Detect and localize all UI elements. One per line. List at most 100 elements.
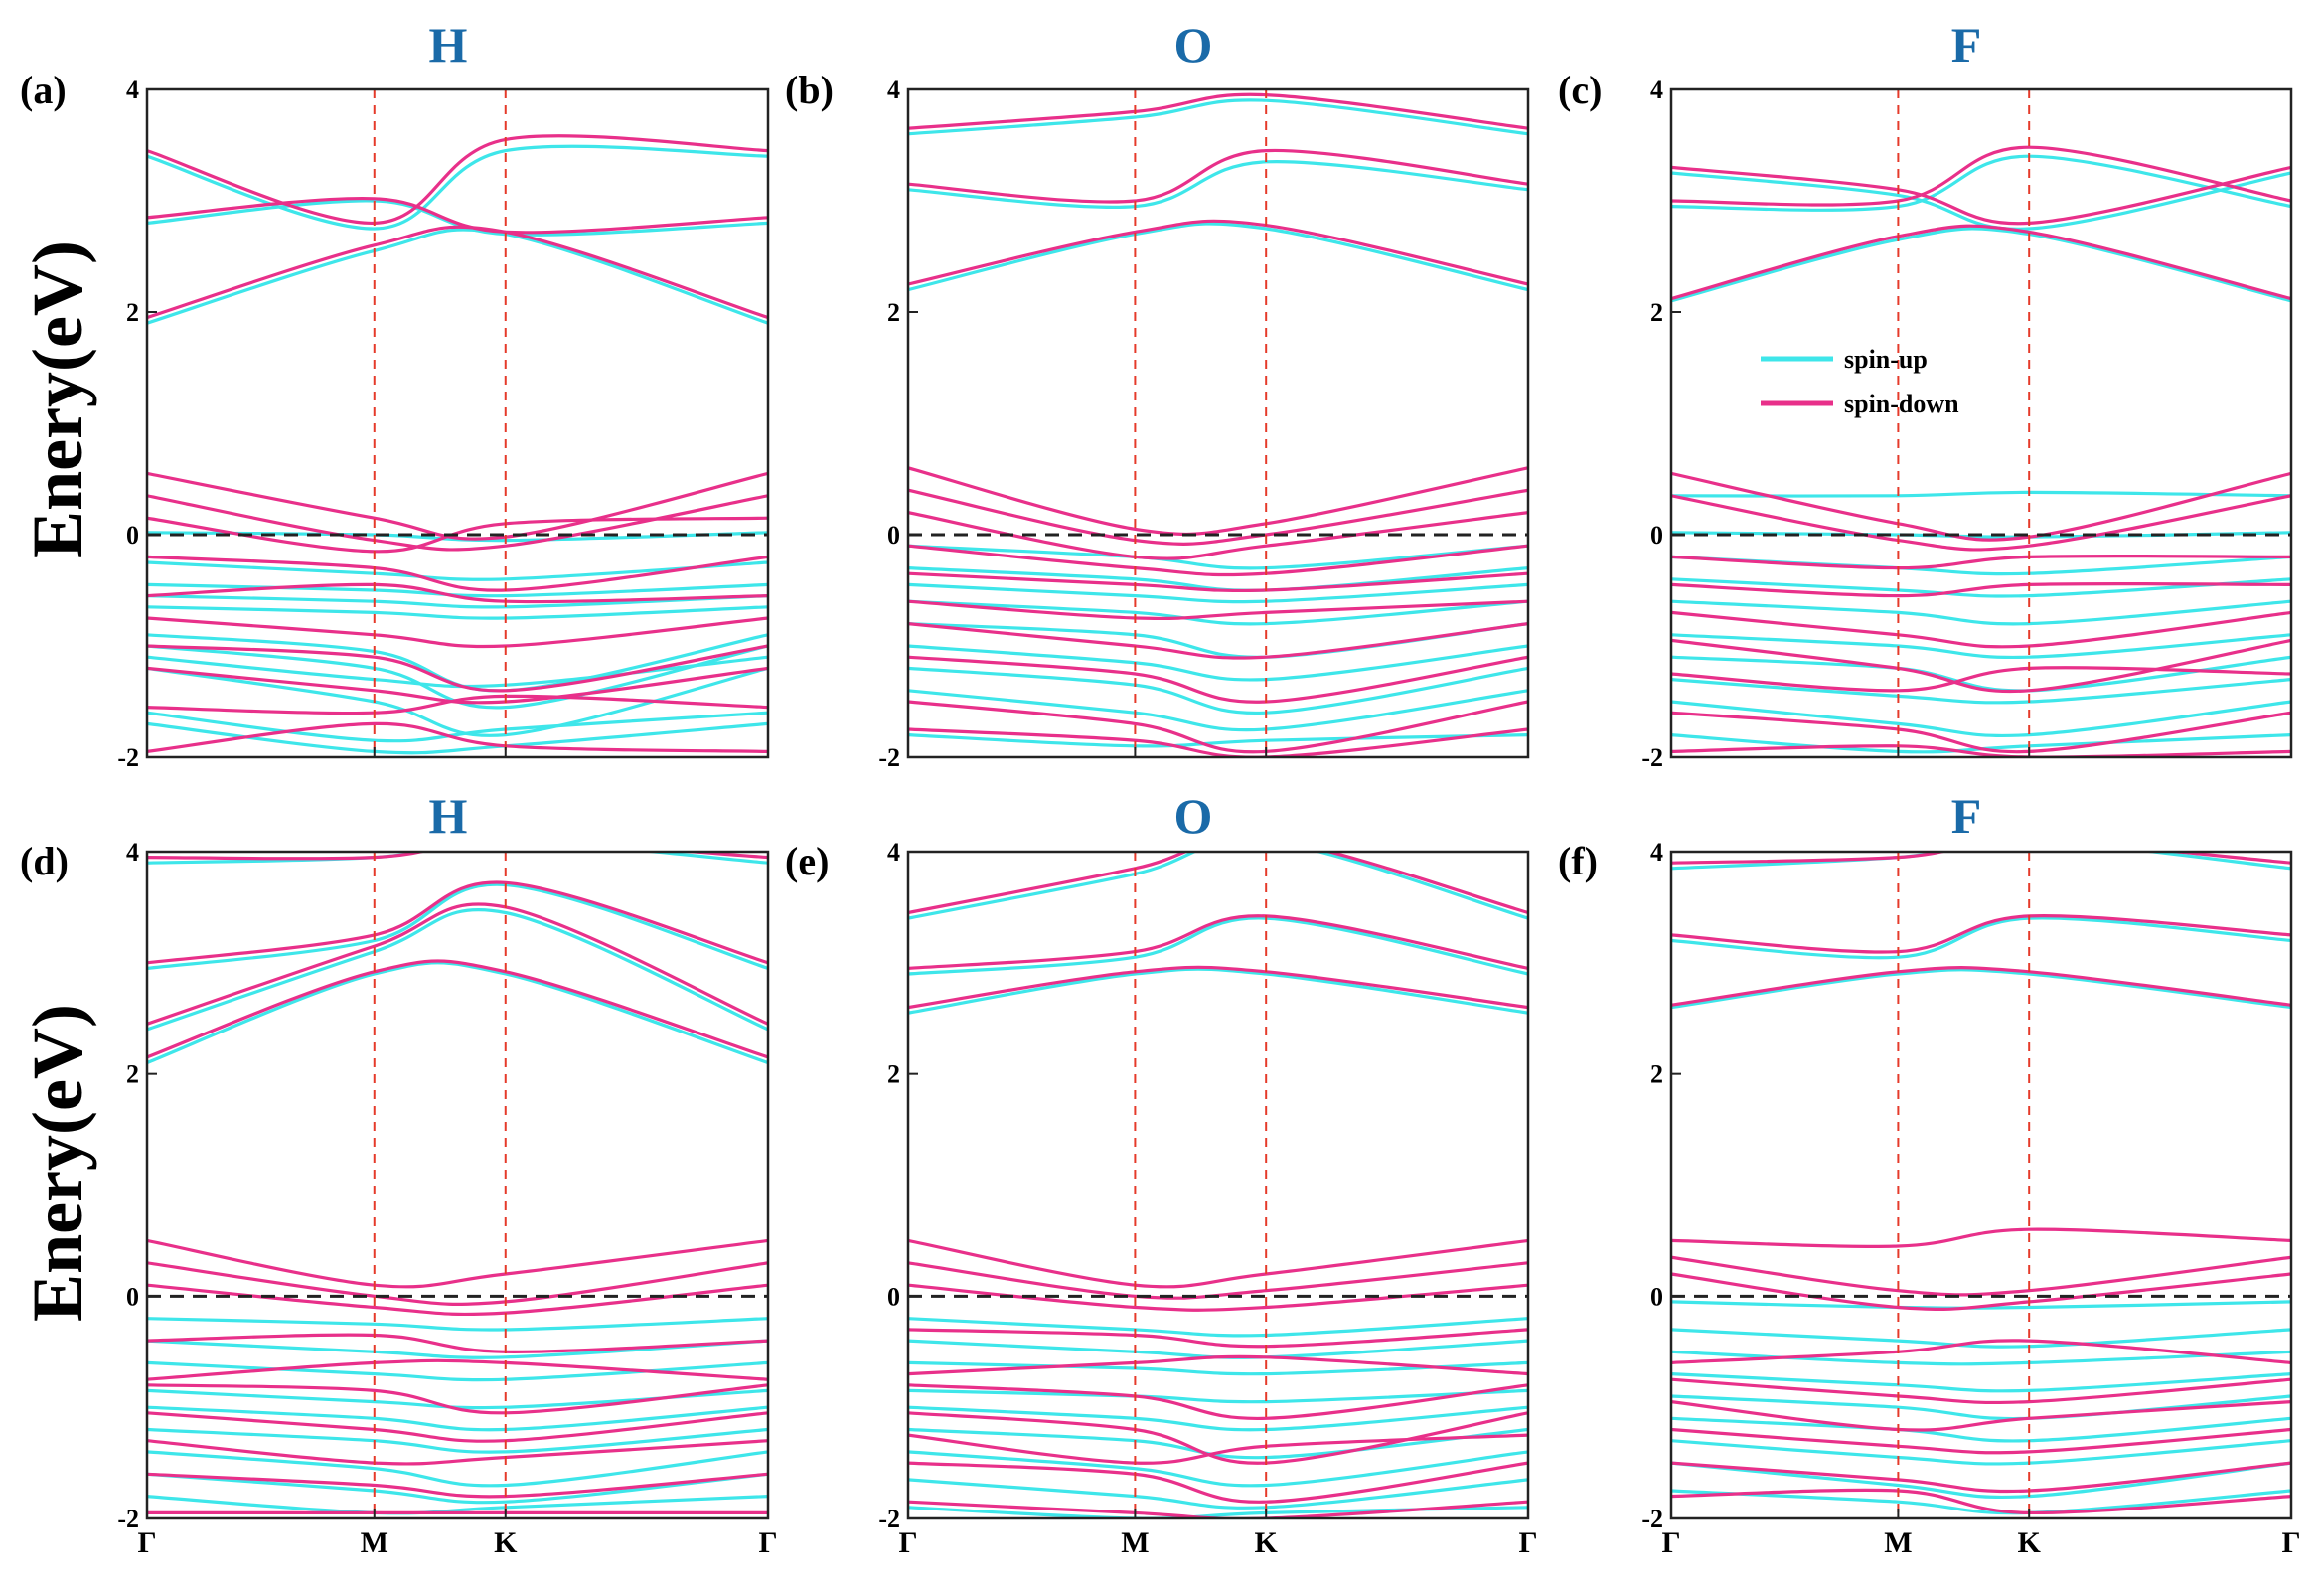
panel-f-spin-up-band-3	[1671, 852, 2291, 871]
panel-f-xtick-label-1: M	[1884, 1526, 1912, 1559]
panel-b-spin-down-band-12	[908, 700, 1528, 754]
panel-d-spin-up-band-6	[147, 1339, 768, 1359]
panel-d-ytick-label--2: -2	[117, 1505, 139, 1533]
panel-e-ytick-label--2: -2	[878, 1505, 900, 1533]
panel-f-ytick-label--2: -2	[1641, 1505, 1663, 1533]
legend-spin-up-label: spin-up	[1844, 345, 1928, 374]
panel-e-spin-down-band-2	[908, 914, 1528, 970]
panel-d-spin-up-band-2	[147, 907, 768, 1032]
panel-f-bands	[1671, 852, 2291, 1515]
panel-e-spin-up-band-8	[908, 1405, 1528, 1432]
panel-a-spin-down-band-3	[147, 134, 768, 226]
panel-f-spin-down-band-5	[1671, 1255, 2291, 1297]
panel-b-spin-up-band-2	[908, 159, 1528, 209]
panel-c-label: (c)	[1558, 68, 1602, 112]
panel-e-spin-up-band-2	[908, 916, 1528, 976]
panel-e: 420-2Γ M K Γ	[878, 838, 1537, 1559]
panel-b-spin-up-band-6	[908, 582, 1528, 604]
panel-b-spin-down-band-5	[908, 488, 1528, 546]
panel-d-spin-down-band-7	[147, 1283, 768, 1317]
panel-c-spin-up-band-8	[1671, 599, 2291, 626]
panel-f-spin-down-band-1	[1671, 966, 2291, 1007]
panel-b-spin-up-band-11	[908, 689, 1528, 732]
panel-e-spin-down-band-12	[908, 1461, 1528, 1504]
panel-f-spin-up-band-9	[1671, 1416, 2291, 1443]
panel-a-spin-up-band-10	[147, 644, 768, 710]
legend: spin-up spin-down	[1761, 345, 1959, 418]
panel-d-spin-down-band-12	[147, 1439, 768, 1466]
panel-f-spin-up-band-11	[1671, 1461, 2291, 1500]
panel-c-spin-down-band-7	[1671, 581, 2291, 598]
panel-f-spin-up-band-12	[1671, 1489, 2291, 1515]
panel-d-spin-down-band-4	[147, 852, 768, 861]
panel-c-spin-down-band-4	[1671, 471, 2291, 542]
panel-b-spin-down-band-4	[908, 466, 1528, 536]
panel-f: 420-2Γ M K Γ	[1641, 838, 2300, 1559]
panel-a-title: H	[429, 17, 468, 73]
panel-a-ytick-label-4: 4	[126, 76, 139, 104]
panel-b-spin-down-band-1	[908, 219, 1528, 286]
panel-c-spin-up-band-2	[1671, 154, 2291, 212]
panel-c-spin-up-band-3	[1671, 171, 2291, 231]
panel-a-spin-down-band-4	[147, 471, 768, 541]
panel-e-spin-down-band-10	[908, 1411, 1528, 1465]
panel-a-spin-down-band-5	[147, 494, 768, 552]
panel-c-spin-up-band-7	[1671, 577, 2291, 598]
panel-d-spin-up-band-12	[147, 1472, 768, 1505]
panel-f-ytick-label-0: 0	[1650, 1282, 1663, 1311]
panel-a-spin-up-band-8	[147, 605, 768, 620]
panel-d-spin-down-band-5	[147, 1238, 768, 1289]
panel-e-frame	[906, 850, 1530, 1520]
panel-f-xtick-label-0: Γ	[1661, 1526, 1680, 1559]
panel-e-xtick-label-0: Γ	[898, 1526, 917, 1559]
panel-c-spin-up-band-9	[1671, 633, 2291, 660]
panel-d-spin-down-band-9	[147, 1358, 768, 1381]
panel-f-spin-down-band-7	[1671, 1339, 2291, 1364]
panel-b-spin-down-band-10	[908, 622, 1528, 660]
panel-e-spin-up-band-4	[908, 1317, 1528, 1338]
panel-d-ytick-label-2: 2	[126, 1060, 139, 1089]
panel-d-xtick-label-1: M	[361, 1526, 388, 1559]
panel-b-spin-up-band-1	[908, 222, 1528, 292]
panel-e-spin-up-band-11	[908, 1478, 1528, 1510]
panel-b-ytick-label--2: -2	[878, 743, 900, 772]
panel-a-spin-down-band-9	[147, 616, 768, 649]
panel-f-spin-up-band-5	[1671, 1328, 2291, 1349]
panel-e-xtick-label-2: K	[1255, 1526, 1279, 1559]
panel-b-spin-up-band-4	[908, 544, 1528, 570]
panel-d-spin-up-band-10	[147, 1427, 768, 1454]
panel-c-ytick-label-2: 2	[1650, 298, 1663, 327]
panel-d-bands	[147, 852, 768, 1515]
panel-a-ytick-label-2: 2	[126, 298, 139, 327]
panel-c-ytick-label--2: -2	[1641, 743, 1663, 772]
panel-f-spin-down-band-12	[1671, 1488, 2291, 1515]
panel-a-spin-up-band-5	[147, 560, 768, 581]
panel-b-spin-down-band-7	[908, 544, 1528, 577]
panel-d-spin-down-band-10	[147, 1383, 768, 1415]
panel-a-spin-down-band-7	[147, 555, 768, 592]
panel-a-spin-up-band-11	[147, 655, 768, 689]
panel-f-ytick-label-4: 4	[1650, 838, 1663, 867]
panel-c-spin-up-band-10	[1671, 655, 2291, 693]
panel-c-frame	[1669, 87, 2293, 759]
panel-c-spin-down-band-10	[1671, 666, 2291, 693]
panel-e-spin-down-band-5	[908, 1261, 1528, 1300]
panel-c-spin-down-band-11	[1671, 711, 2291, 754]
panel-d-spin-down-band-2	[147, 902, 768, 1026]
panel-b-spin-up-band-9	[908, 644, 1528, 682]
panel-c-bands	[1671, 145, 2291, 757]
legend-spin-down-label: spin-down	[1844, 390, 1959, 418]
panel-c-spin-down-band-3	[1671, 165, 2291, 226]
y-axis-label-top: Enery(eV)	[18, 240, 97, 558]
panel-b-spin-up-band-3	[908, 98, 1528, 136]
panel-c-spin-up-band-11	[1671, 678, 2291, 705]
panel-f-ytick-label-2: 2	[1650, 1060, 1663, 1089]
panel-d-spin-down-band-3	[147, 880, 768, 965]
panel-a-spin-up-band-7	[147, 594, 768, 609]
panel-a-spin-down-band-1	[147, 225, 768, 320]
panel-c-spin-up-band-12	[1671, 700, 2291, 738]
panel-d: 420-2Γ M K Γ	[117, 838, 777, 1559]
panel-a-spin-down-band-8	[147, 582, 768, 604]
panel-c-spin-up-band-13	[1671, 733, 2291, 754]
